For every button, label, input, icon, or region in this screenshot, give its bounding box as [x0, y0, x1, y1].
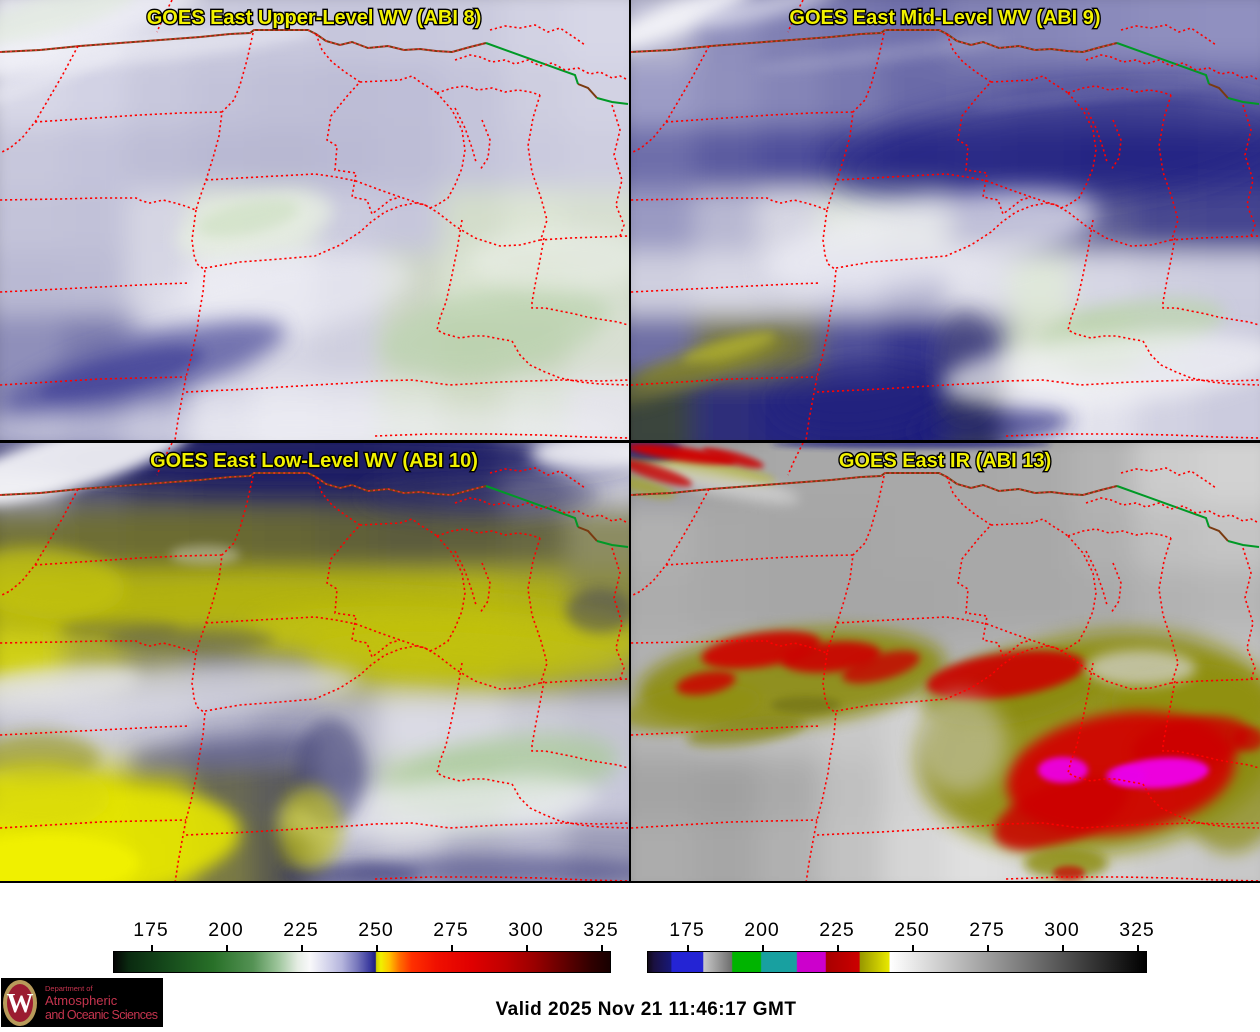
svg-text:GOES East Upper-Level WV (ABI: GOES East Upper-Level WV (ABI 8): [147, 7, 482, 29]
svg-text:GOES East Mid-Level WV (ABI 9): GOES East Mid-Level WV (ABI 9): [789, 7, 1100, 29]
svg-text:GOES East Low-Level WV (ABI 10: GOES East Low-Level WV (ABI 10): [150, 450, 478, 472]
svg-text:GOES East IR (ABI 13): GOES East IR (ABI 13): [839, 450, 1051, 472]
svg-text:W: W: [7, 988, 34, 1018]
